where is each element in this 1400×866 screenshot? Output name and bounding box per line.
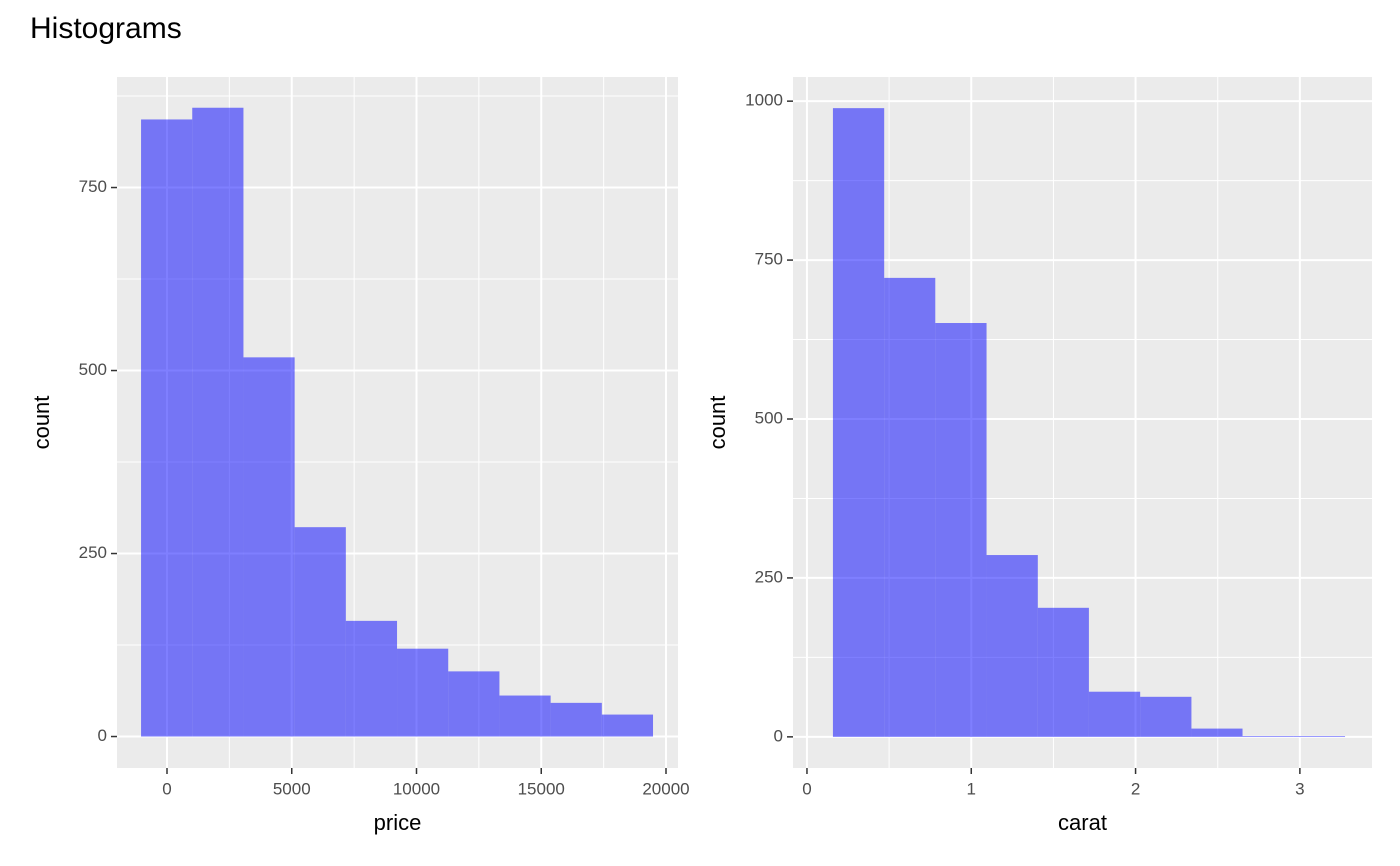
x-axis-label: carat	[1058, 810, 1107, 835]
bar	[243, 357, 295, 737]
x-tick-label: 5000	[273, 779, 311, 798]
bar	[499, 695, 551, 737]
y-axis-label: count	[29, 396, 54, 450]
bar	[397, 648, 449, 737]
bar	[1293, 736, 1346, 738]
bar	[986, 555, 1038, 737]
y-tick-label: 750	[79, 177, 107, 196]
x-tick-label: 0	[162, 779, 171, 798]
y-tick-label: 500	[79, 360, 107, 379]
bar	[1191, 728, 1243, 737]
y-tick-label: 1000	[745, 91, 783, 110]
bar	[294, 527, 346, 737]
bar	[935, 323, 987, 737]
bar	[832, 108, 885, 737]
y-tick-label: 0	[98, 726, 107, 745]
x-axis-label: price	[374, 810, 422, 835]
y-tick-label: 500	[755, 408, 783, 427]
x-tick-label: 10000	[393, 779, 440, 798]
y-tick-label: 250	[755, 567, 783, 586]
bar	[884, 277, 936, 737]
bar	[192, 107, 244, 737]
bar	[1037, 607, 1089, 737]
bar	[1140, 696, 1192, 737]
bar	[550, 702, 602, 737]
y-tick-label: 250	[79, 543, 107, 562]
bar	[1088, 691, 1141, 737]
y-tick-label: 750	[755, 250, 783, 269]
bar	[345, 620, 398, 737]
y-tick-label: 0	[774, 726, 783, 745]
x-tick-label: 0	[802, 779, 811, 798]
bar	[1242, 736, 1294, 738]
bar	[141, 119, 193, 737]
bar	[448, 671, 500, 737]
x-tick-label: 2	[1131, 779, 1140, 798]
x-tick-label: 20000	[642, 779, 689, 798]
y-axis-label: count	[705, 396, 730, 450]
chart-title: Histograms	[30, 12, 182, 45]
x-tick-label: 1	[967, 779, 976, 798]
x-tick-label: 3	[1295, 779, 1304, 798]
x-tick-label: 15000	[518, 779, 565, 798]
bar	[601, 714, 654, 737]
